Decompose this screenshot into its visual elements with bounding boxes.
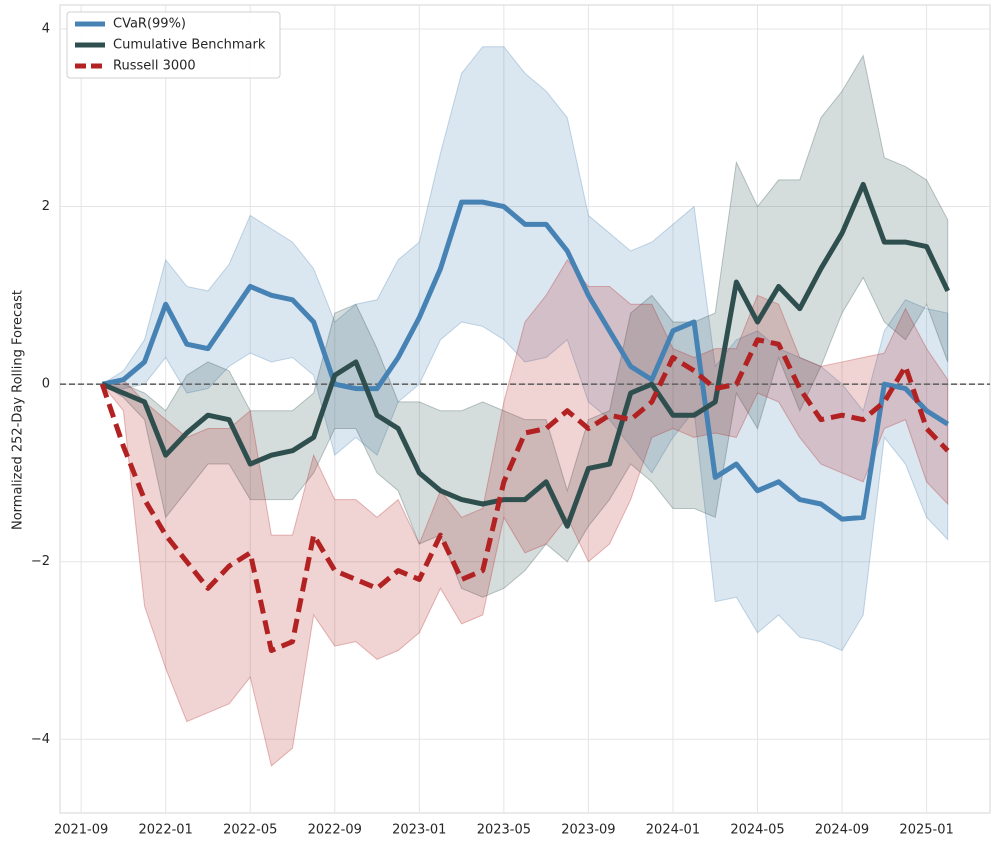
y-tick-label: 4 [42, 21, 50, 36]
confidence-band [100, 46, 949, 652]
x-tick-label: 2024-09 [815, 823, 869, 838]
x-tick-label: 2024-05 [730, 823, 784, 838]
y-tick-label: 2 [42, 199, 50, 214]
legend-label: CVaR(99%) [113, 17, 186, 32]
series-line [101, 199, 950, 522]
legend: CVaR(99%) Cumulative Benchmark Russell 300… [66, 11, 281, 79]
plot-background [59, 4, 991, 814]
x-tick-label: 2023-01 [392, 823, 446, 838]
x-tick-label: 2023-09 [561, 823, 615, 838]
x-tick-label: 2022-05 [223, 823, 277, 838]
legend-label: Cumulative Benchmark [113, 38, 266, 53]
x-tick-label: 2021-09 [54, 823, 108, 838]
y-tick-label: 0 [42, 377, 50, 392]
legend-label: Russell 3000 [113, 59, 196, 74]
confidence-band [101, 258, 949, 767]
y-axis-label: Normalized 252-Day Rolling Forecast [11, 290, 26, 530]
y-tick-label: −2 [31, 554, 50, 569]
series-line [101, 181, 950, 529]
legend-box [66, 11, 281, 79]
x-tick-label: 2022-01 [139, 823, 193, 838]
y-tick-label: −4 [31, 732, 50, 747]
x-tick-label: 2022-09 [308, 823, 362, 838]
x-tick-label: 2023-05 [477, 823, 531, 838]
x-tick-label: 2024-01 [646, 823, 700, 838]
series-line [99, 337, 950, 654]
x-tick-label: 2025-01 [899, 823, 953, 838]
